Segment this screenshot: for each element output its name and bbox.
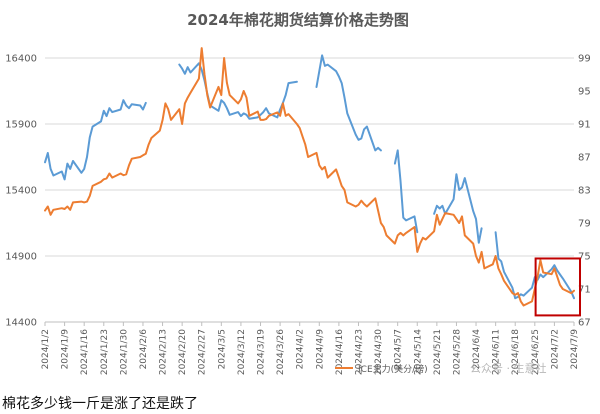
- series-line-segment: [178, 62, 298, 120]
- x-tick-label: 2024/2/6: [139, 329, 149, 370]
- x-tick-label: 2024/3/26: [276, 329, 286, 375]
- series-line-segment: [315, 54, 382, 152]
- left-tick-label: 14900: [5, 252, 37, 263]
- x-tick-label: 2024/6/18: [511, 329, 521, 375]
- series-layer: [44, 47, 575, 307]
- series-2: [44, 47, 575, 307]
- right-tick-label: 75: [578, 252, 591, 263]
- highlight-box: [534, 257, 581, 317]
- x-tick-label: 2024/5/21: [433, 329, 443, 375]
- left-axis: 14400 14900 15400 15900 16400: [5, 54, 37, 329]
- x-tick-label: 2024/2/27: [198, 329, 208, 375]
- x-tick-label: 2024/5/14: [413, 329, 423, 375]
- right-tick-label: 79: [578, 219, 591, 230]
- left-tick-label: 15400: [5, 186, 37, 197]
- right-tick-label: 83: [578, 186, 591, 197]
- right-axis: 67 71 75 79 83 87 91 95 99: [578, 54, 591, 329]
- right-tick-label: 87: [578, 153, 591, 164]
- series-line-segment: [44, 99, 147, 181]
- right-tick-label: 67: [578, 318, 591, 329]
- x-tick-label: 2024/4/9: [315, 329, 325, 370]
- series-line-segment: [433, 173, 483, 244]
- x-tick-label: 2024/7/2: [550, 329, 560, 369]
- x-tick-label: 2024/2/13: [159, 329, 169, 375]
- left-tick-label: 15900: [5, 120, 37, 131]
- x-tick-label: 2024/7/9: [570, 329, 580, 370]
- x-tick-label: 2024/1/23: [100, 329, 110, 375]
- x-tick-label: 2024/4/16: [335, 329, 345, 375]
- x-tick-label: 2024/4/23: [354, 329, 364, 375]
- x-tick-label: 2024/6/11: [492, 329, 502, 375]
- x-tick-label: 2024/1/30: [119, 329, 129, 375]
- series-line-segment: [393, 149, 419, 234]
- x-tick-label: 2024/6/25: [531, 329, 541, 375]
- left-tick-label: 14400: [5, 318, 37, 329]
- right-tick-label: 95: [578, 87, 591, 98]
- series-1: [44, 54, 575, 300]
- x-tick-label: 2024/4/30: [374, 329, 384, 375]
- right-tick-label: 91: [578, 120, 591, 131]
- x-tick-label: 2024/6/4: [472, 329, 482, 370]
- watermark: 公众号 · 生意社: [470, 361, 547, 375]
- x-tick-label: 2024/2/20: [178, 329, 188, 375]
- x-tick-label: 2024/4/2: [296, 329, 306, 369]
- series-line-segment: [44, 47, 575, 307]
- x-tick-label: 2024/5/7: [394, 329, 404, 369]
- x-tick-label: 2024/3/19: [257, 329, 267, 375]
- legend-label-2: ICE主力(美分/磅): [358, 363, 428, 375]
- x-tick-label: 2024/1/9: [61, 329, 71, 370]
- x-axis: 2024/1/2 2024/1/9 2024/1/16 2024/1/23 2024/1…: [41, 321, 580, 375]
- x-tick-label: 2024/3/5: [217, 329, 227, 369]
- gridlines: [45, 57, 574, 323]
- chart-title: 2024年棉花期货结算价格走势图: [187, 11, 409, 29]
- right-tick-label: 99: [578, 54, 591, 65]
- left-tick-label: 16400: [5, 54, 37, 65]
- x-tick-label: 2024/3/12: [237, 329, 247, 375]
- right-tick-label: 71: [578, 285, 591, 296]
- article-caption: 棉花多少钱一斤是涨了还是跌了: [2, 396, 198, 412]
- x-tick-label: 2024/1/16: [80, 329, 90, 375]
- legend: ICE主力(美分/磅): [335, 363, 428, 375]
- x-tick-label: 2024/5/28: [452, 329, 462, 375]
- x-tick-label: 2024/1/2: [41, 329, 51, 369]
